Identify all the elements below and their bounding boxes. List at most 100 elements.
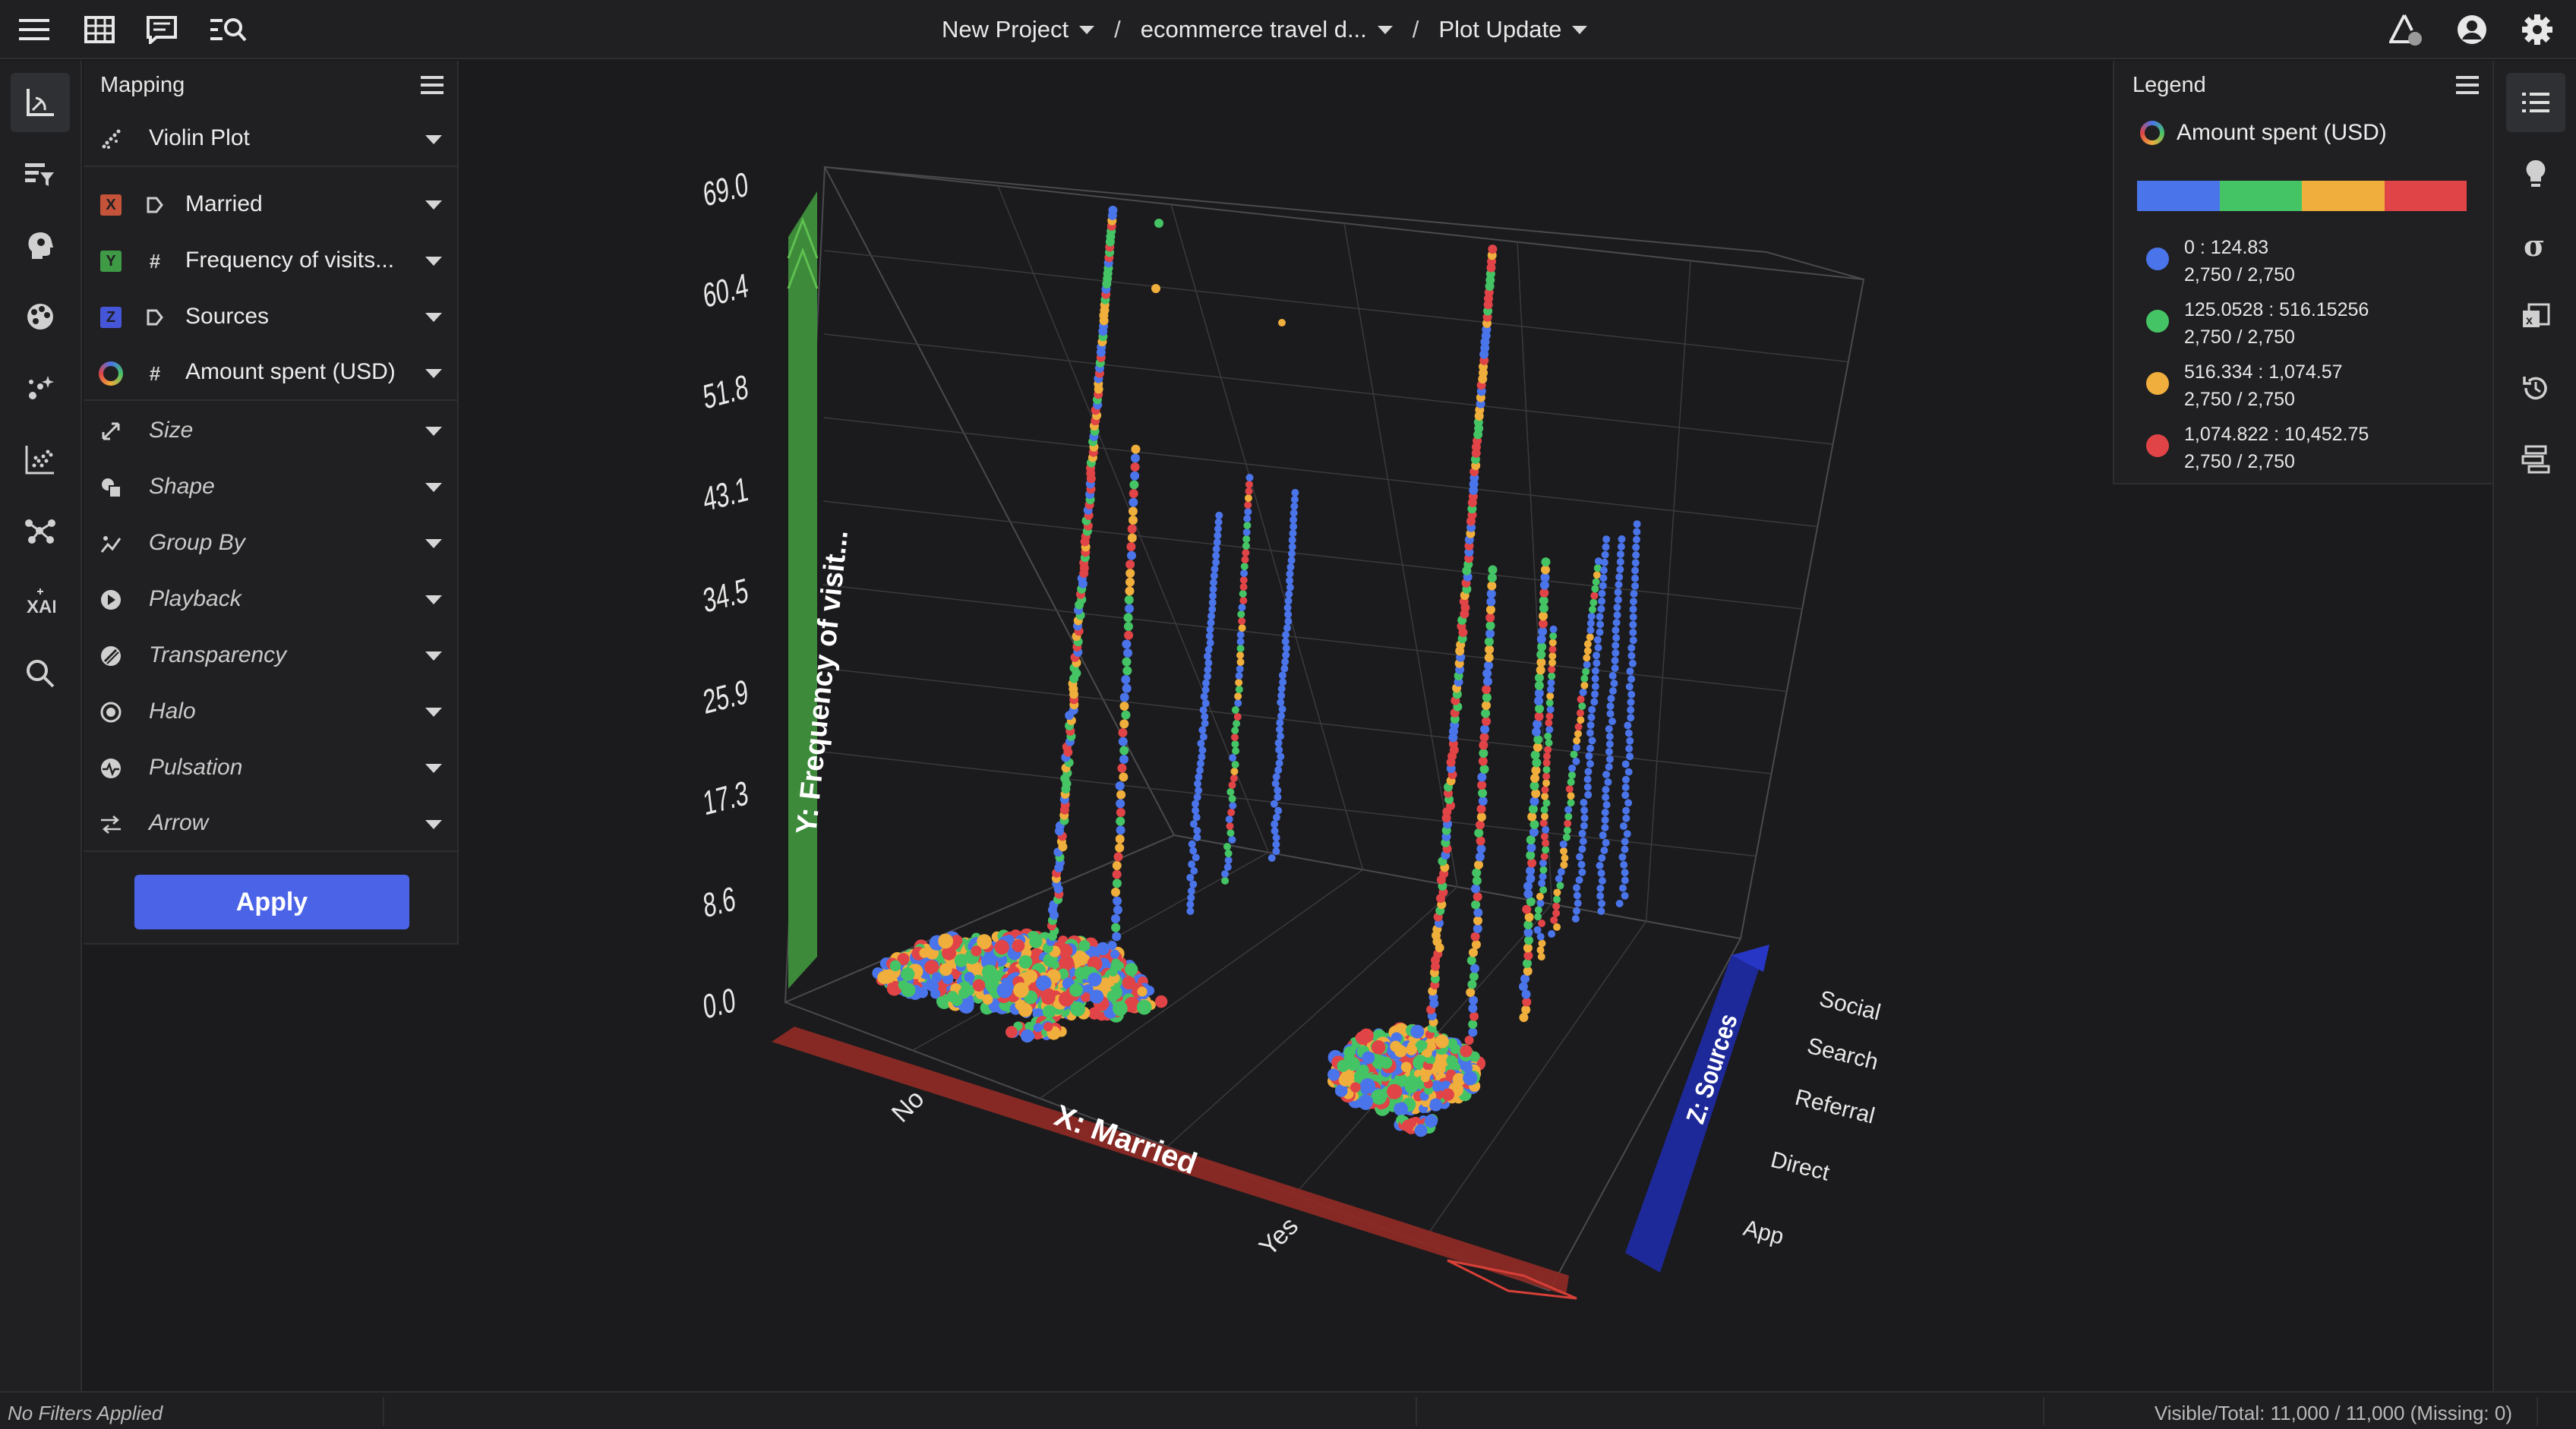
settings-gear-icon[interactable] <box>2518 11 2556 49</box>
legend-item-orange[interactable]: 516.334 : 1,074.57 2,750 / 2,750 <box>2137 357 2471 418</box>
data-point <box>1209 585 1217 593</box>
data-point <box>1487 581 1497 591</box>
xai-icon[interactable]: XAI <box>11 573 70 632</box>
top-bar: New Project / ecommerce travel d... / Pl… <box>0 0 2576 59</box>
statistics-sigma-icon[interactable]: σ <box>2506 216 2565 275</box>
breadcrumb-plot[interactable]: Plot Update <box>1438 16 1588 43</box>
notes-icon[interactable] <box>143 11 181 49</box>
data-point <box>1464 1036 1474 1045</box>
data-table-icon[interactable] <box>80 11 118 49</box>
colorbar-segment-blue <box>2137 181 2220 211</box>
data-point <box>1584 790 1593 799</box>
breadcrumb-dataset[interactable]: ecommerce travel d... <box>1141 16 1393 43</box>
data-point <box>1523 928 1533 938</box>
pulsation-option[interactable]: Pulsation <box>84 740 459 796</box>
search-icon[interactable] <box>11 644 70 703</box>
data-point <box>1534 689 1544 698</box>
data-point <box>1621 876 1629 885</box>
data-point <box>1485 629 1495 639</box>
data-point <box>1197 740 1205 748</box>
axes-chart-icon[interactable] <box>11 73 70 132</box>
data-point <box>1284 610 1293 619</box>
data-point <box>1622 814 1631 822</box>
halo-option[interactable]: Halo <box>84 683 459 740</box>
data-point <box>1112 869 1122 879</box>
violin-3d-plot[interactable]: Y: Frequency of visit...0.08.617.325.934… <box>460 61 2113 1390</box>
data-point <box>1574 723 1583 731</box>
data-point <box>977 934 992 950</box>
data-point <box>1108 967 1118 976</box>
data-point <box>1523 889 1533 899</box>
data-point <box>1231 706 1239 714</box>
legend-item-blue[interactable]: 0 : 124.83 2,750 / 2,750 <box>2137 232 2471 293</box>
export-excel-icon[interactable]: x <box>2506 287 2565 346</box>
data-point <box>1541 792 1549 800</box>
y-tick-label: 60.4 <box>701 267 750 316</box>
ai-head-icon[interactable] <box>11 216 70 275</box>
network-icon[interactable] <box>11 501 70 560</box>
data-point <box>1115 781 1125 790</box>
legend-item-green[interactable]: 125.0528 : 516.15256 2,750 / 2,750 <box>2137 295 2471 355</box>
data-point <box>1473 908 1483 917</box>
data-point <box>1629 598 1637 606</box>
size-option[interactable]: Size <box>84 402 459 459</box>
data-point <box>1596 620 1605 629</box>
color-mapping[interactable]: # Amount spent (USD) <box>84 345 459 401</box>
data-point <box>1227 809 1236 816</box>
data-point <box>1231 740 1239 748</box>
breadcrumb-separator: / <box>1412 16 1419 43</box>
density-chart-icon[interactable] <box>11 430 70 489</box>
shape-option[interactable]: Shape <box>84 459 459 515</box>
apply-button[interactable]: Apply <box>134 875 409 929</box>
data-point <box>917 987 929 998</box>
data-point <box>1593 571 1601 579</box>
data-point <box>1540 853 1548 860</box>
z-axis-mapping[interactable]: Z Sources <box>84 289 459 345</box>
data-point <box>1474 828 1484 838</box>
scatter-sparkle-icon[interactable] <box>11 358 70 418</box>
data-point <box>1110 914 1120 923</box>
layers-config-icon[interactable] <box>2506 430 2565 489</box>
transparency-option[interactable]: Transparency <box>84 627 459 683</box>
y-axis-mapping[interactable]: Y # Frequency of visits... <box>84 232 459 289</box>
mapping-menu-icon[interactable] <box>421 73 445 97</box>
data-point <box>1596 613 1604 621</box>
data-point <box>1018 1002 1033 1017</box>
account-icon[interactable] <box>2453 11 2491 49</box>
data-point <box>1286 583 1294 591</box>
shape-label: Shape <box>149 474 215 499</box>
group-by-icon <box>99 532 123 556</box>
data-point <box>1195 773 1203 781</box>
data-point <box>1362 1051 1375 1065</box>
mapping-panel: Mapping Violin Plot X Married Y # Freque… <box>84 61 459 945</box>
data-point <box>1244 508 1252 516</box>
hamburger-menu-icon[interactable] <box>15 11 53 49</box>
search-list-icon[interactable] <box>210 11 248 49</box>
palette-icon[interactable] <box>11 287 70 346</box>
insight-lightbulb-icon[interactable] <box>2506 144 2565 203</box>
breadcrumb-project[interactable]: New Project <box>942 16 1095 43</box>
plot-type-select[interactable]: Violin Plot <box>84 111 459 167</box>
legend-menu-icon[interactable] <box>2456 73 2480 97</box>
y-axis: Y: Frequency of visit...0.08.617.325.934… <box>701 166 854 1027</box>
alert-icon[interactable] <box>2388 11 2426 49</box>
data-point <box>946 991 958 1003</box>
data-point <box>1588 737 1596 745</box>
history-icon[interactable] <box>2506 358 2565 418</box>
y-tick-label: 0.0 <box>701 981 737 1027</box>
data-point <box>1539 596 1548 605</box>
data-point <box>1391 1032 1403 1044</box>
playback-option[interactable]: Playback <box>84 571 459 627</box>
data-point <box>1526 843 1536 853</box>
data-point <box>1277 732 1285 740</box>
legend-item-red[interactable]: 1,074.822 : 10,452.75 2,750 / 2,750 <box>2137 419 2471 480</box>
arrow-option[interactable]: Arrow <box>84 796 459 852</box>
data-point <box>942 945 957 961</box>
x-axis-mapping[interactable]: X Married <box>84 176 459 232</box>
filter-icon[interactable] <box>11 144 70 203</box>
data-point <box>1284 597 1293 605</box>
group-by-option[interactable]: Group By <box>84 515 459 571</box>
data-point <box>1536 946 1545 954</box>
legend-list-icon[interactable] <box>2506 73 2565 132</box>
data-point <box>1559 840 1567 848</box>
